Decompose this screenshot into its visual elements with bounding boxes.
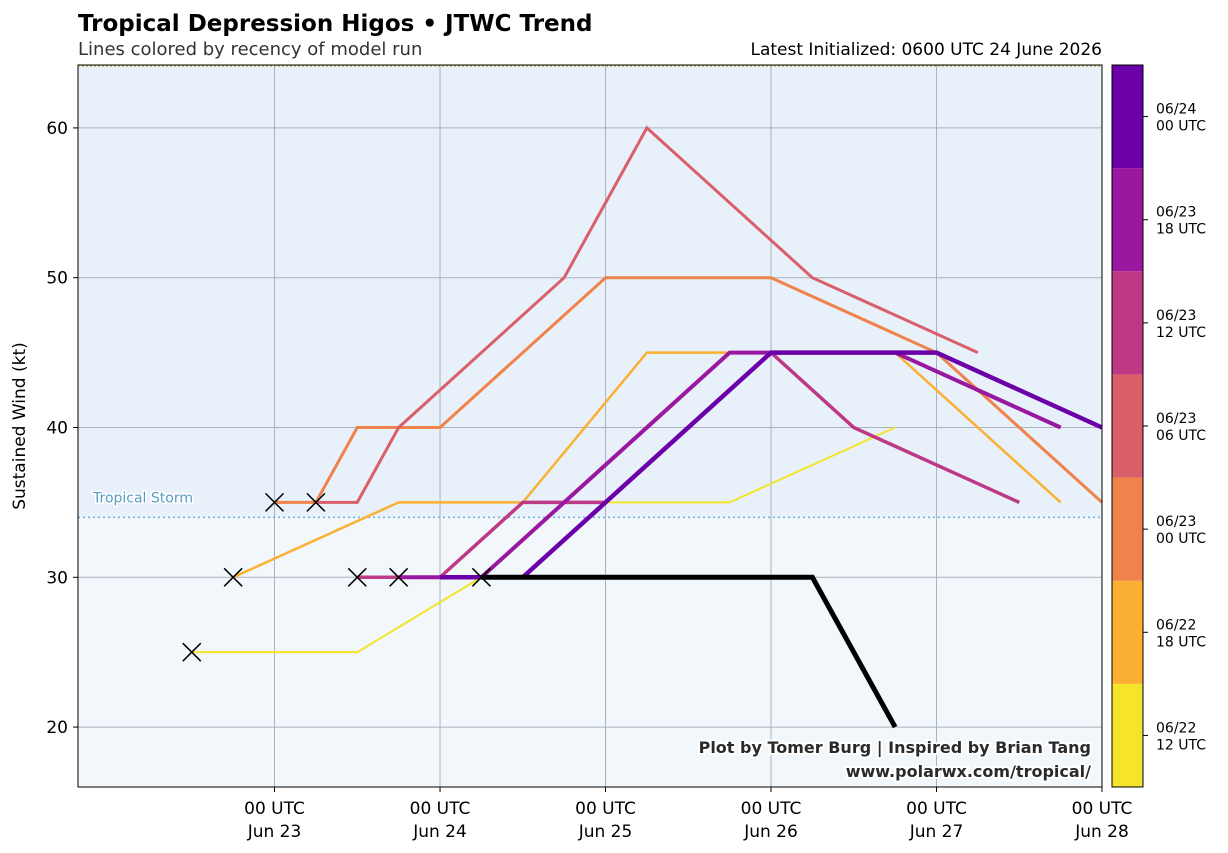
initial-marker (389, 567, 409, 587)
x-tick-label-date: Jun 24 (412, 822, 467, 842)
x-tick-label-time: 00 UTC (575, 799, 636, 819)
colorbar-segment (1112, 477, 1143, 581)
x-tick-label-time: 00 UTC (1072, 799, 1133, 819)
colorbar-label-date: 06/23 (1156, 205, 1196, 221)
credit-line-2: www.polarwx.com/tropical/ (846, 762, 1091, 781)
initial-marker (347, 567, 367, 587)
threshold-label: Tropical Storm (92, 490, 193, 506)
colorbar-label-time: 18 UTC (1156, 634, 1206, 650)
credit-line-1: Plot by Tomer Burg | Inspired by Brian T… (699, 738, 1091, 758)
y-tick-label: 40 (46, 418, 68, 438)
x-tick-label-time: 00 UTC (410, 799, 471, 819)
colorbar-label-date: 06/23 (1156, 308, 1196, 324)
initial-markers (182, 492, 491, 662)
forecast-line-3 (274, 276, 1104, 504)
observed-series (481, 574, 898, 729)
colorbar-label-time: 00 UTC (1156, 531, 1206, 547)
initial-marker (264, 492, 285, 512)
colorbar-label-date: 06/22 (1156, 720, 1196, 736)
colorbar-label-time: 12 UTC (1156, 737, 1206, 753)
colorbar-label-date: 06/23 (1156, 411, 1196, 427)
colorbar-border (1111, 64, 1144, 788)
x-tick-label-date: Jun 28 (1074, 822, 1129, 842)
colorbar-label-time: 00 UTC (1156, 119, 1206, 135)
initial-marker (471, 567, 491, 587)
y-axis-label: Sustained Wind (kt) (10, 342, 30, 510)
x-tick-label-time: 00 UTC (244, 799, 305, 819)
x-axis-ticks: 00 UTC Jun 23 00 UTC Jun 24 00 UTC Jun 25 00 U… (244, 787, 1132, 842)
colorbar-segment (1112, 271, 1143, 375)
y-axis-ticks: 20 30 40 50 60 (46, 119, 78, 738)
initial-marker (223, 567, 243, 587)
colorbar-segment (1112, 65, 1143, 169)
plot-background (78, 65, 1102, 787)
colorbar-label-date: 06/23 (1156, 514, 1196, 530)
plot-border (77, 64, 1103, 788)
y-tick-label: 60 (46, 119, 68, 139)
colorbar-label-time: 06 UTC (1156, 428, 1206, 444)
x-tick-label-time: 00 UTC (906, 799, 967, 819)
plot-frame (77, 64, 1103, 788)
x-tick-label-date: Jun 27 (909, 822, 964, 842)
chart-subtitle: Lines colored by recency of model run (78, 39, 422, 60)
colorbar-label-date: 06/22 (1156, 617, 1196, 633)
colorbar-segment (1112, 374, 1143, 478)
colorbar-segment (1112, 683, 1143, 787)
chart-title: Tropical Depression Higos • JTWC Trend (78, 11, 593, 37)
initial-marker (182, 642, 202, 662)
colorbar-label-time: 18 UTC (1156, 222, 1206, 238)
colorbar-segment (1112, 168, 1143, 272)
colorbar-label-date: 06/24 (1156, 102, 1196, 118)
x-tick-label-date: Jun 26 (743, 822, 798, 842)
colorbar-segment (1112, 580, 1143, 684)
x-tick-label-date: Jun 23 (247, 822, 302, 842)
y-tick-label: 20 (46, 718, 68, 738)
x-tick-label-date: Jun 25 (578, 822, 633, 842)
latest-initialized: Latest Initialized: 0600 UTC 24 June 202… (750, 40, 1102, 60)
observed-line (481, 574, 898, 729)
colorbar-label-time: 12 UTC (1156, 325, 1206, 341)
forecast-line-4 (315, 125, 979, 504)
x-tick-label-time: 00 UTC (741, 799, 802, 819)
initial-marker (306, 492, 326, 512)
y-tick-label: 50 (46, 269, 68, 289)
y-tick-label: 30 (46, 568, 68, 588)
